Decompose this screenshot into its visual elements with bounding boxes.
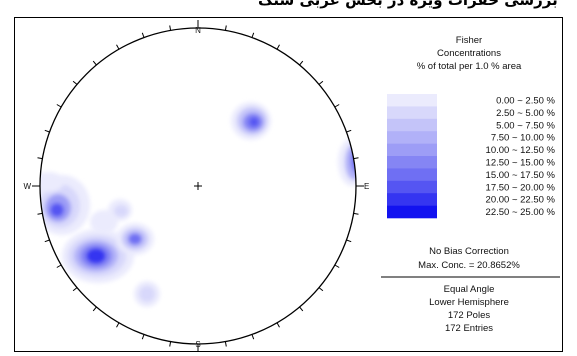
tick-mark — [224, 25, 227, 31]
legend-title-line-3: % of total per 1.0 % area — [417, 61, 522, 72]
legend-swatch — [387, 118, 437, 132]
tick-mark — [72, 80, 78, 85]
contour-cluster-s — [134, 281, 160, 307]
tick-mark — [299, 306, 304, 312]
header-strip: بررسی حفرات ویژه در بخش غربی سنگ — [0, 0, 577, 14]
tick-mark — [334, 264, 340, 268]
tick-mark — [44, 129, 50, 133]
tick-mark — [169, 341, 172, 347]
center-cross — [194, 182, 202, 190]
contour-cluster-ne — [231, 102, 271, 140]
tick-mark — [224, 341, 227, 347]
max-concentration-text: Max. Conc. = 20.8652% — [418, 260, 520, 271]
legend-label: 12.50 ~ 15.00 % — [486, 158, 556, 169]
legend-label: 10.00 ~ 12.50 % — [486, 145, 556, 156]
legend-label: 5.00 ~ 7.50 % — [496, 120, 555, 131]
tick-mark — [37, 212, 43, 215]
primitive-ticks — [32, 20, 364, 352]
compass-north: N — [195, 26, 201, 35]
tick-mark — [116, 322, 120, 328]
tick-mark — [353, 212, 359, 215]
stereonet-frame — [14, 17, 563, 352]
legend-swatch — [387, 180, 437, 194]
tick-mark — [92, 60, 97, 66]
tick-mark — [169, 25, 172, 31]
tick-mark — [346, 129, 352, 133]
compass-west: W — [23, 182, 31, 191]
tick-mark — [353, 157, 359, 160]
legend-label: 20.00 ~ 22.50 % — [486, 195, 556, 206]
tick-mark — [334, 104, 340, 108]
tick-mark — [299, 60, 304, 66]
bias-correction-text: No Bias Correction — [429, 246, 509, 257]
legend-label: 2.50 ~ 5.00 % — [496, 108, 555, 119]
compass-east: E — [364, 182, 369, 191]
tick-mark — [276, 322, 280, 328]
tick-mark — [37, 157, 43, 160]
density-contours — [40, 102, 356, 307]
header-text: بررسی حفرات ویژه در بخش غربی سنگ — [258, 0, 558, 9]
tick-mark — [56, 104, 62, 108]
tick-mark — [318, 80, 324, 85]
legend-swatch — [387, 131, 437, 144]
tick-mark — [318, 287, 324, 292]
legend-swatch — [387, 106, 437, 120]
tick-mark — [141, 32, 145, 38]
contour-cluster-e — [338, 138, 356, 186]
legend-swatch — [387, 205, 437, 219]
tick-mark — [92, 306, 97, 312]
poles-count-text: 172 Poles — [448, 310, 491, 321]
concentration-legend: 0.00 ~ 2.50 %2.50 ~ 5.00 %5.00 ~ 7.50 % 7… — [387, 94, 556, 219]
legend-label: 7.50 ~ 10.00 % — [491, 133, 556, 144]
contour-cluster-sw — [62, 223, 154, 283]
legend-title-line-2: Concentrations — [437, 48, 501, 59]
tick-mark — [276, 44, 280, 50]
legend-label: 0.00 ~ 2.50 % — [496, 96, 555, 107]
tick-mark — [44, 239, 50, 243]
legend-swatch — [387, 156, 437, 169]
legend-swatch — [387, 168, 437, 182]
contour-cluster-w — [40, 172, 132, 235]
legend-title: Fisher Concentrations % of total per 1.0… — [417, 35, 522, 72]
legend-label: 17.50 ~ 20.00 % — [486, 182, 556, 193]
legend-label: 22.50 ~ 25.00 % — [486, 207, 556, 218]
tick-mark — [116, 44, 120, 50]
legend-swatch — [387, 193, 437, 206]
compass-south: S — [195, 340, 200, 349]
legend-title-line-1: Fisher — [456, 35, 482, 46]
tick-mark — [251, 334, 255, 340]
entries-count-text: 172 Entries — [445, 323, 493, 334]
tick-mark — [251, 32, 255, 38]
hemisphere-text: Lower Hemisphere — [429, 297, 509, 308]
legend-swatch — [387, 143, 437, 157]
legend-label: 15.00 ~ 17.50 % — [486, 170, 556, 181]
tick-mark — [141, 334, 145, 340]
tick-mark — [56, 264, 62, 268]
legend-swatch — [387, 94, 437, 107]
tick-mark — [346, 239, 352, 243]
tick-mark — [72, 287, 78, 292]
projection-text: Equal Angle — [444, 284, 495, 295]
